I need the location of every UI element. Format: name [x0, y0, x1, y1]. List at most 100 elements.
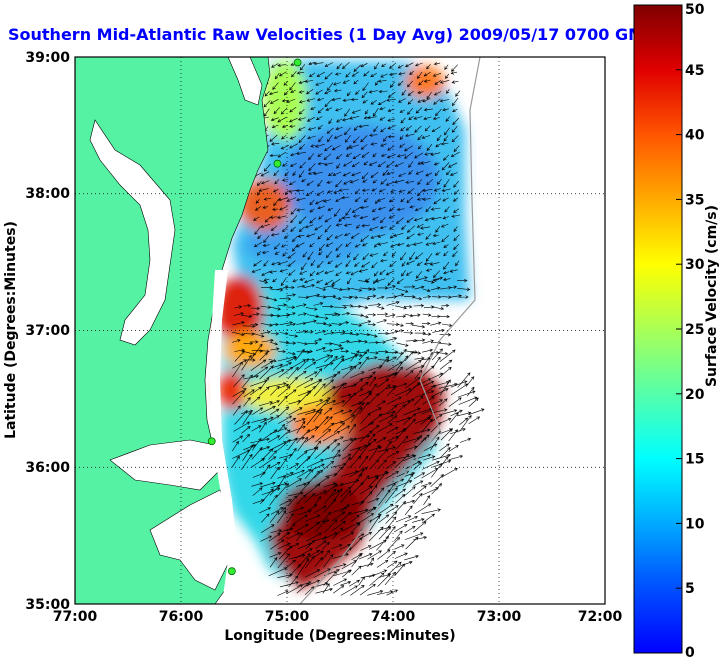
velocity-arrow	[421, 487, 439, 496]
velocity-arrow	[376, 487, 385, 497]
velocity-arrow	[289, 124, 296, 128]
velocity-arrow	[232, 435, 244, 443]
velocity-arrow	[351, 171, 361, 177]
velocity-arrow	[433, 91, 442, 96]
velocity-arrow	[344, 108, 350, 117]
velocity-arrow	[372, 152, 377, 158]
velocity-arrow	[250, 396, 261, 405]
velocity-arrow	[276, 215, 287, 219]
velocity-arrow	[349, 455, 362, 469]
velocity-arrow	[386, 386, 396, 397]
velocity-arrow	[451, 64, 458, 72]
velocity-arrow	[241, 374, 253, 389]
velocity-arrow	[283, 234, 289, 239]
velocity-arrow	[340, 532, 355, 540]
velocity-arrow	[282, 225, 289, 233]
velocity-arrow	[282, 162, 288, 167]
velocity-arrow	[285, 559, 296, 569]
velocity-arrow	[435, 108, 442, 117]
velocity-arrow	[276, 285, 289, 290]
velocity-arrow	[279, 297, 292, 301]
velocity-arrow	[318, 136, 324, 143]
velocity-arrow	[323, 331, 335, 335]
velocity-arrow	[426, 91, 432, 100]
velocity-arrow	[377, 161, 386, 167]
velocity-arrow	[422, 98, 431, 103]
velocity-arrow	[299, 161, 306, 169]
velocity-arrow	[326, 127, 334, 134]
velocity-arrow	[359, 320, 372, 325]
velocity-arrow	[327, 82, 334, 92]
velocity-arrow	[414, 252, 424, 260]
velocity-arrow	[269, 306, 281, 311]
velocity-arrow	[341, 409, 353, 415]
velocity-arrow	[318, 243, 325, 252]
velocity-arrow	[287, 563, 302, 578]
velocity-arrow	[417, 90, 424, 95]
velocity-arrow	[373, 125, 379, 133]
velocity-arrow	[359, 490, 373, 506]
velocity-arrow	[404, 145, 413, 152]
velocity-arrow	[412, 313, 421, 317]
velocity-arrow	[296, 481, 310, 497]
velocity-arrow	[439, 447, 451, 459]
velocity-arrow	[294, 524, 309, 532]
velocity-arrow	[323, 349, 334, 353]
station-marker	[207, 437, 216, 446]
velocity-arrow	[414, 356, 425, 360]
velocity-arrow	[324, 62, 334, 67]
velocity-arrow	[414, 390, 435, 398]
velocity-arrow	[315, 89, 323, 95]
velocity-arrow	[396, 278, 404, 284]
velocity-arrow	[315, 587, 333, 594]
velocity-arrow	[340, 585, 358, 596]
velocity-arrow	[287, 252, 296, 259]
velocity-arrow	[378, 89, 388, 94]
velocity-arrow	[289, 106, 297, 113]
velocity-arrow	[277, 553, 290, 569]
velocity-arrow	[415, 107, 423, 114]
velocity-arrow	[362, 242, 368, 247]
velocity-arrow	[374, 242, 379, 248]
velocity-arrow	[425, 233, 432, 240]
velocity-arrow	[276, 510, 287, 524]
velocity-arrow	[263, 260, 269, 267]
velocity-arrow	[322, 550, 330, 560]
velocity-arrow	[333, 409, 344, 415]
velocity-arrow	[304, 469, 314, 479]
velocity-arrow	[339, 544, 351, 550]
velocity-arrow	[377, 378, 390, 388]
velocity-arrow	[353, 125, 359, 131]
velocity-arrow	[341, 365, 354, 371]
velocity-arrow	[297, 117, 306, 121]
velocity-arrow	[255, 199, 260, 204]
velocity-arrow	[451, 97, 459, 107]
velocity-arrow	[403, 418, 416, 433]
velocity-arrow	[421, 135, 431, 139]
velocity-arrow	[242, 444, 254, 461]
velocity-arrow	[296, 482, 307, 487]
velocity-arrow	[277, 423, 286, 433]
velocity-arrow	[394, 501, 407, 514]
velocity-arrow	[286, 285, 295, 290]
velocity-arrow	[355, 90, 360, 95]
velocity-arrow	[282, 251, 287, 257]
velocity-arrow	[299, 143, 306, 150]
velocity-arrow	[332, 296, 342, 301]
velocity-arrow	[439, 417, 452, 424]
velocity-arrow	[305, 307, 318, 311]
velocity-arrow	[252, 487, 263, 496]
velocity-arrow	[310, 144, 316, 148]
velocity-arrow	[453, 243, 460, 250]
velocity-arrow	[323, 294, 337, 299]
velocity-arrow	[396, 207, 405, 212]
velocity-arrow	[369, 133, 378, 137]
velocity-arrow	[321, 541, 330, 550]
velocity-arrow	[324, 355, 334, 363]
velocity-arrow	[304, 493, 316, 504]
velocity-arrow	[331, 544, 343, 549]
y-tick-label: 36:00	[25, 460, 70, 476]
velocity-arrow	[379, 217, 386, 224]
velocity-arrow	[378, 350, 389, 354]
velocity-arrow	[345, 72, 351, 78]
